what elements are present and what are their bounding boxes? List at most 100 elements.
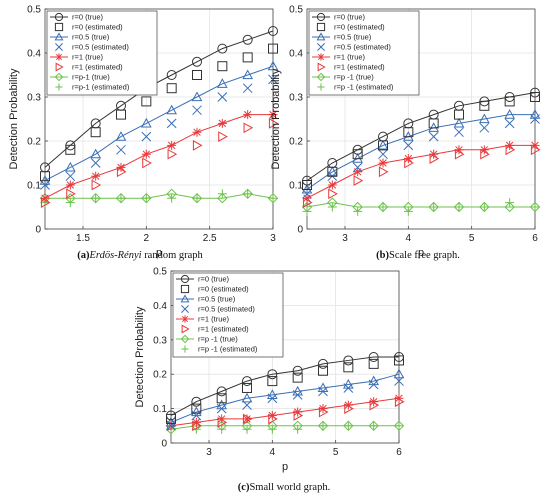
data-point — [191, 91, 203, 102]
legend-entry: r=0.5 (true) — [50, 32, 110, 42]
data-point — [326, 166, 338, 176]
data-point — [191, 417, 201, 427]
legend-label: r=0 (estimated) — [72, 23, 123, 32]
data-point — [268, 193, 278, 203]
legend-marker — [316, 12, 326, 22]
data-point — [402, 131, 414, 141]
data-point — [479, 122, 490, 133]
data-point — [242, 376, 252, 387]
data-point — [192, 105, 202, 116]
caption-text: Scale free graph. — [389, 250, 460, 261]
data-point — [191, 396, 202, 407]
legend-label: r=0 (estimated) — [334, 23, 385, 32]
x-tick-label: 1.5 — [76, 233, 90, 244]
legend: r=0 (true)r=0 (estimated)r=0.5 (true)r=0… — [308, 10, 420, 96]
legend-entry: r=p -1 (true) — [312, 72, 374, 82]
data-point — [243, 122, 254, 134]
caption-text: random graph — [142, 250, 204, 261]
chart-panel-2: 3 4 5 6 0 0.1 0.2 0.3 0.4 0.5 p Detection Probabili… — [270, 5, 541, 261]
x-axis-label: p — [282, 461, 288, 473]
data-point — [378, 166, 389, 178]
series-line — [170, 373, 400, 423]
caption-letter: (a) — [77, 250, 90, 261]
data-point — [241, 392, 253, 403]
data-point — [318, 406, 329, 418]
data-point — [530, 144, 541, 156]
panel-caption: (b)Scale free graph. — [376, 250, 460, 261]
y-tick-label: 0.4 — [27, 49, 41, 60]
data-point — [353, 175, 364, 186]
data-point — [166, 118, 177, 129]
data-point — [504, 201, 515, 213]
data-point — [454, 145, 464, 155]
data-point — [192, 56, 202, 67]
data-point — [293, 424, 303, 434]
y-tick-label: 0.4 — [289, 49, 303, 60]
data-point — [90, 158, 101, 168]
chart-panel-1: 1.5 2 2.5 3 0 0.1 0.2 0.3 0.4 0.5 p Detection Proba… — [8, 5, 279, 261]
legend-marker — [180, 334, 190, 344]
data-point — [140, 117, 152, 128]
series-1 — [302, 87, 540, 186]
series-line — [45, 193, 274, 199]
y-axis-label: Detection Probability — [270, 68, 282, 169]
x-tick-label: 2.5 — [203, 233, 217, 244]
legend-label: r=1 (true) — [334, 53, 366, 62]
data-point — [116, 193, 126, 203]
data-point — [353, 206, 363, 216]
y-tick-label: 0.5 — [27, 5, 41, 16]
data-point — [302, 197, 313, 208]
data-point — [91, 193, 101, 203]
data-point — [242, 34, 253, 45]
legend-marker — [180, 274, 190, 284]
series-2 — [302, 92, 540, 190]
legend-label: r=0 (true) — [334, 13, 366, 22]
caption-letter: (c) — [238, 482, 250, 493]
data-point — [479, 202, 489, 212]
data-point — [141, 131, 152, 142]
data-point — [65, 144, 76, 155]
legend-marker — [316, 32, 326, 41]
series-2 — [166, 355, 404, 424]
y-tick-label: 0 — [35, 225, 41, 236]
data-point — [192, 70, 202, 80]
series-1 — [166, 352, 404, 421]
legend-label: r=1 (estimated) — [334, 63, 385, 72]
legend-entry: r=0 (true) — [50, 13, 104, 22]
x-tick-label: 3 — [342, 233, 348, 244]
data-point — [480, 148, 490, 160]
data-point — [328, 188, 338, 200]
data-point — [301, 183, 313, 194]
data-point — [166, 83, 177, 94]
y-axis-label: Detection Probability — [134, 306, 146, 407]
data-point — [242, 400, 252, 411]
data-point — [318, 365, 328, 376]
data-point — [216, 78, 228, 88]
legend-marker — [55, 43, 63, 51]
data-point — [428, 118, 439, 129]
legend-entry: r=0.5 (true) — [176, 294, 236, 304]
data-point — [403, 206, 413, 216]
legend-entry: r=1 (true) — [176, 315, 230, 324]
data-point — [90, 148, 102, 159]
legend-box — [46, 10, 158, 96]
data-point — [292, 365, 303, 376]
data-point — [428, 131, 439, 142]
data-point — [268, 26, 278, 36]
data-point — [479, 100, 490, 111]
data-point — [454, 127, 464, 138]
series-2 — [40, 43, 278, 182]
y-tick-label: 0.2 — [289, 137, 303, 148]
legend-marker — [55, 53, 63, 61]
legend-marker — [54, 72, 64, 82]
legend-label: r=0 (true) — [72, 13, 104, 22]
data-point — [394, 376, 404, 386]
chart-panel-3: 3 4 5 6 0 0.1 0.2 0.3 0.4 0.5 p Detection Probabili… — [134, 267, 405, 493]
legend-entry: r=0 (true) — [312, 13, 366, 22]
series-line — [170, 397, 400, 427]
data-point — [268, 110, 278, 120]
data-point — [267, 424, 277, 434]
series-5 — [40, 110, 278, 203]
legend-marker — [54, 32, 64, 41]
legend-entry: r=0.5 (estimated) — [317, 43, 391, 52]
